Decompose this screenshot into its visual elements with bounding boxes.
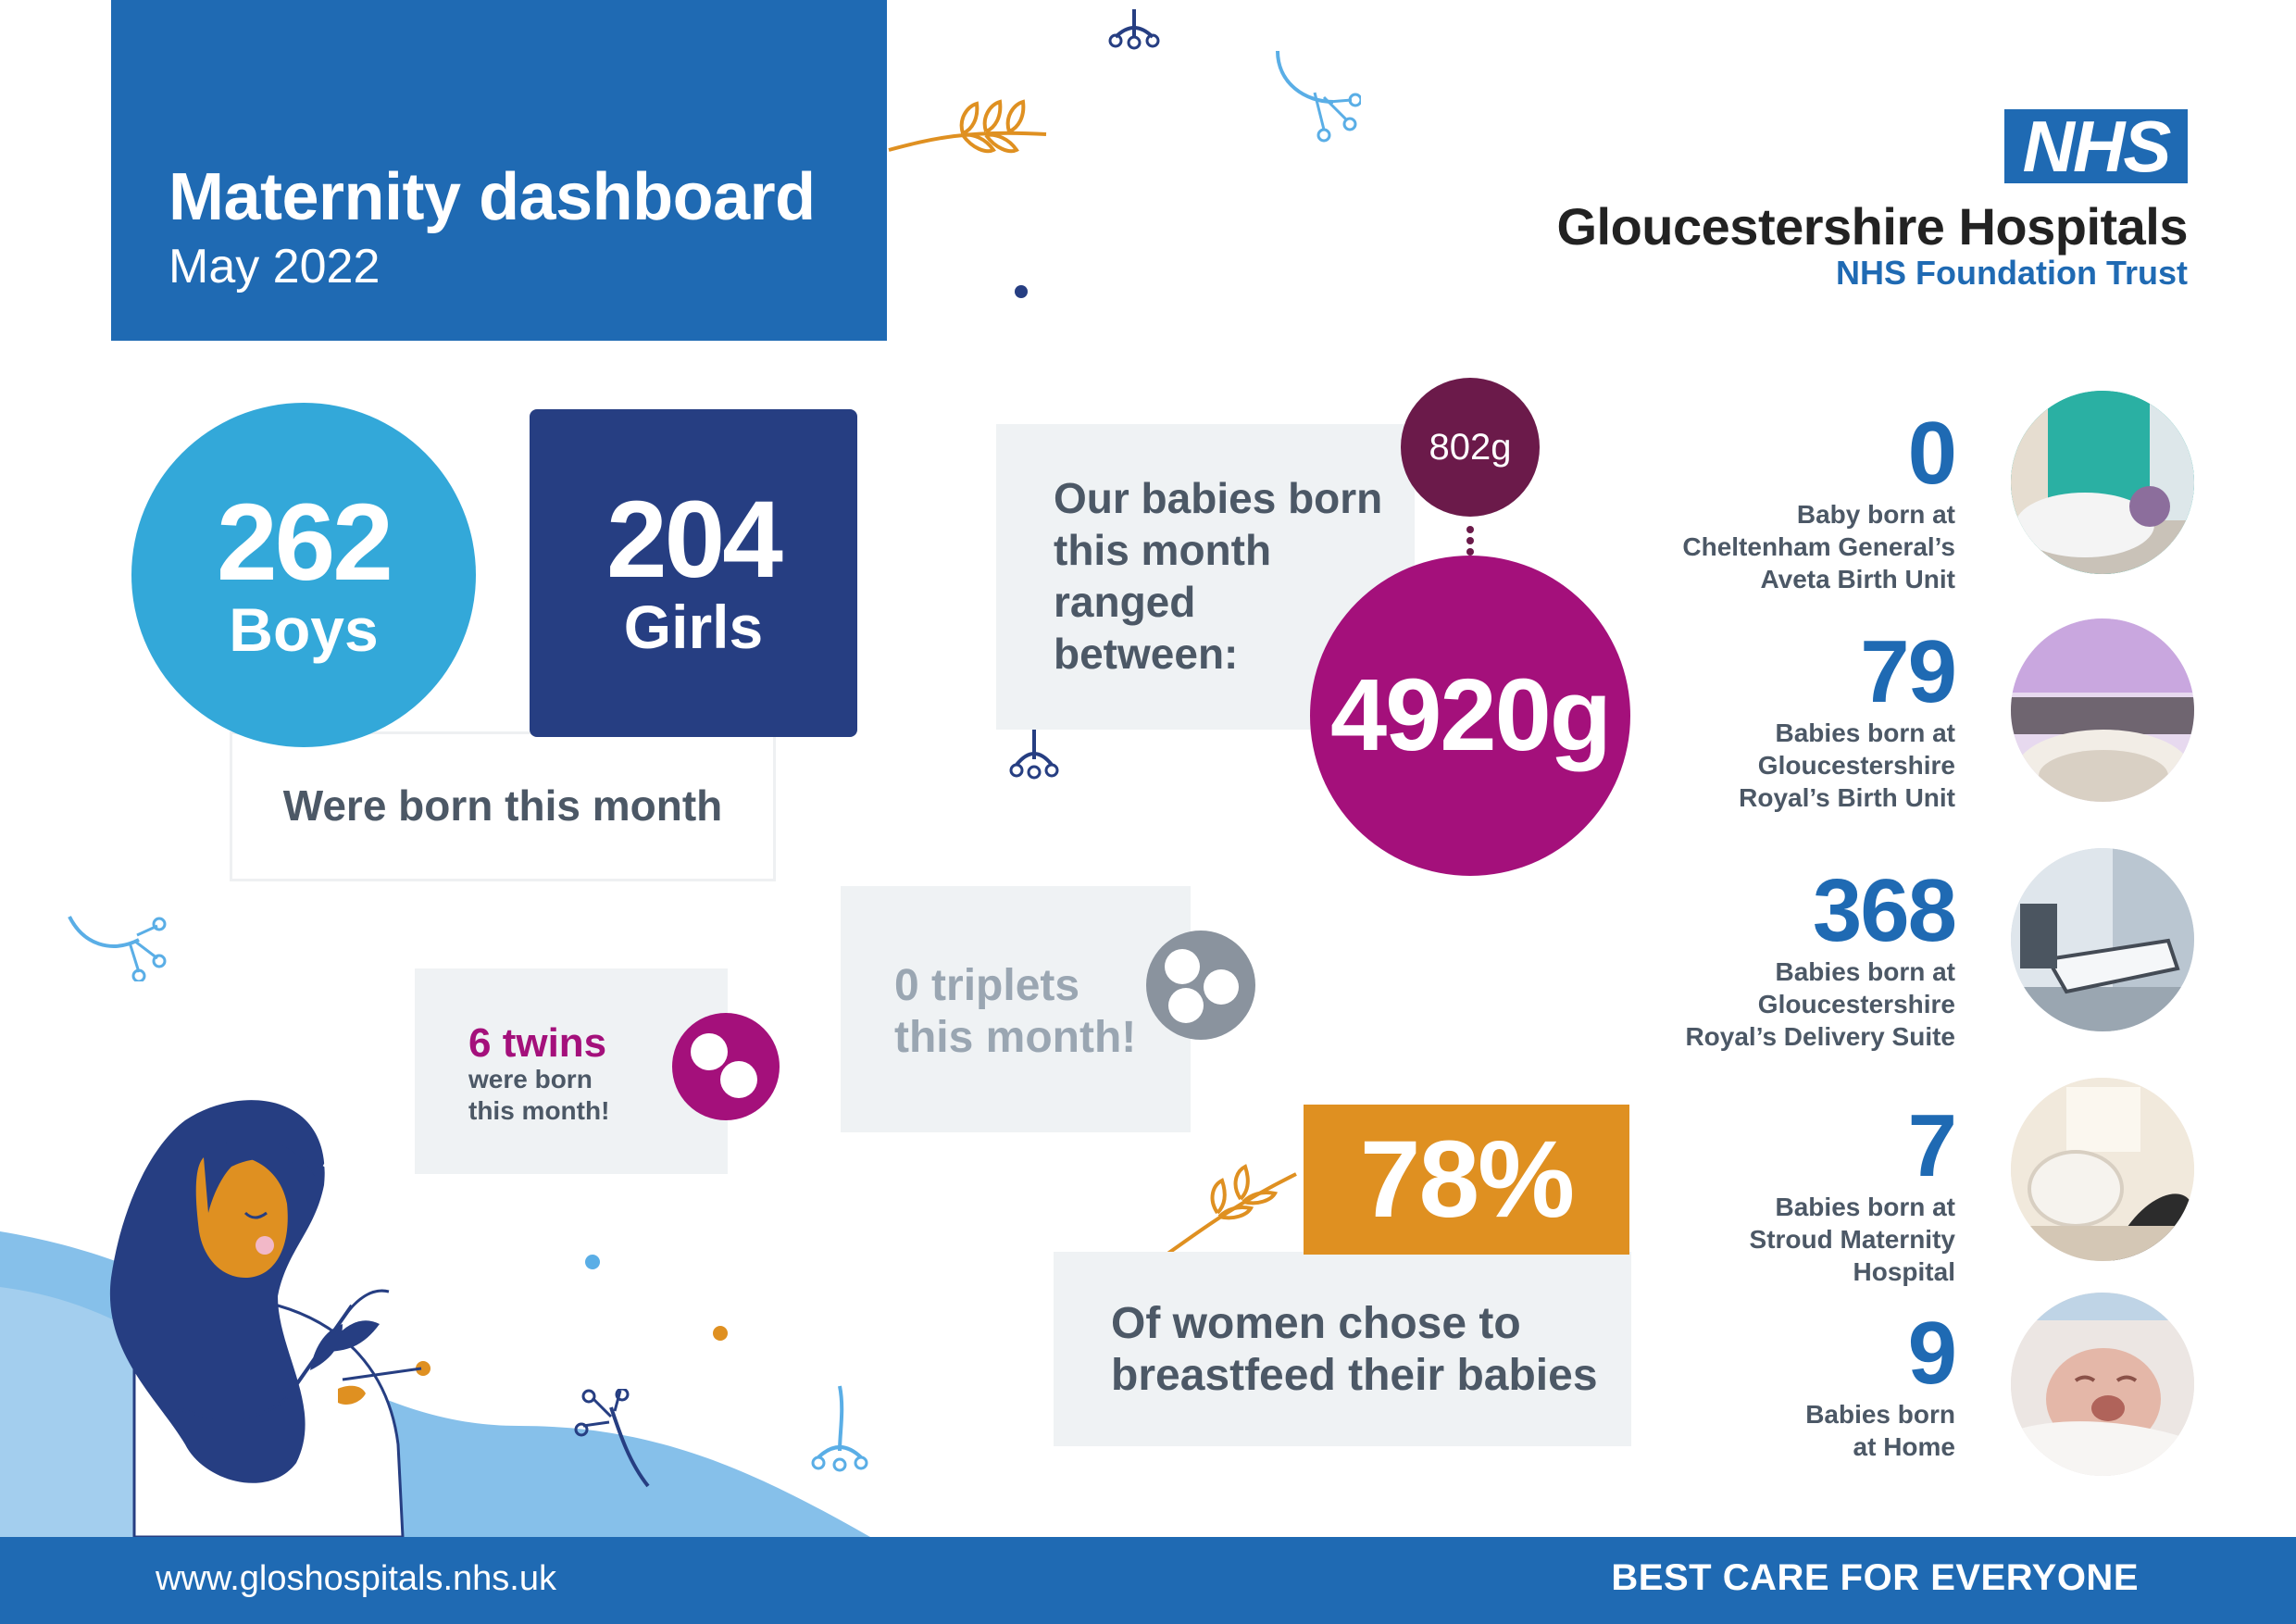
decor-dot xyxy=(585,1255,600,1269)
girls-count: 204 xyxy=(606,479,783,601)
photo-gr-delivery-suite xyxy=(2011,848,2194,1031)
min-weight-badge: 802g xyxy=(1401,378,1540,517)
location-count: 79 xyxy=(1860,622,1957,721)
footer-bar: www.gloshospitals.nhs.uk BEST CARE FOR E… xyxy=(0,1537,2296,1624)
weight-range-line: this month xyxy=(1054,526,1272,574)
twins-text: this month! xyxy=(468,1096,610,1125)
breastfeeding-line: breastfeed their babies xyxy=(1111,1351,1598,1400)
dandelion-sprig-icon xyxy=(574,1389,650,1488)
dandelion-sprig-icon xyxy=(1108,9,1160,50)
location-label: Baby born at xyxy=(1796,500,1955,529)
girls-stat: 204 Girls xyxy=(530,409,857,737)
photo-aveta-birth-unit xyxy=(2011,391,2194,574)
born-caption: Were born this month xyxy=(282,781,723,830)
photo-gr-birth-unit xyxy=(2011,618,2194,802)
location-count: 368 xyxy=(1812,861,1957,960)
location-stat-stroud: 7 Babies born at Stroud Maternity Hospit… xyxy=(1749,1096,1957,1288)
woman-with-flowers-illustration xyxy=(109,1100,430,1537)
weight-range-line: Our babies born xyxy=(1054,474,1383,522)
connector-dot xyxy=(1466,526,1474,533)
photo-stroud-maternity xyxy=(2011,1078,2194,1261)
twins-icon xyxy=(672,1013,780,1120)
location-label: at Home xyxy=(1853,1432,1955,1461)
location-label: Aveta Birth Unit xyxy=(1760,565,1955,593)
triplets-text: 0 triplets xyxy=(894,961,1080,1010)
page-subtitle: May 2022 xyxy=(168,240,381,294)
triplets-icon xyxy=(1146,931,1255,1040)
location-count: 7 xyxy=(1907,1096,1957,1195)
location-label: Royal’s Birth Unit xyxy=(1739,783,1955,812)
boys-count: 262 xyxy=(217,481,393,604)
location-stat-gr-delivery-suite: 368 Babies born at Gloucestershire Royal… xyxy=(1685,861,1957,1053)
location-label: Gloucestershire xyxy=(1757,990,1955,1018)
boys-stat: 262 Boys xyxy=(131,403,476,747)
footer-url-link[interactable]: www.gloshospitals.nhs.uk xyxy=(156,1559,556,1598)
girls-label: Girls xyxy=(623,593,764,661)
nhs-logo: NHS xyxy=(2004,109,2188,183)
location-count: 9 xyxy=(1907,1304,1957,1403)
location-stat-home: 9 Babies born at Home xyxy=(1805,1304,1957,1463)
dandelion-sprig-icon xyxy=(1009,722,1059,780)
max-weight-badge: 4920g xyxy=(1310,556,1630,876)
trust-name: Gloucestershire Hospitals xyxy=(1556,197,2188,256)
location-label: Gloucestershire xyxy=(1757,751,1955,780)
dandelion-sprig-icon xyxy=(1276,50,1361,143)
triplets-panel: 0 triplets this month! xyxy=(841,886,1191,1132)
wheat-sprig-icon xyxy=(1165,1164,1297,1256)
dandelion-sprig-icon xyxy=(68,916,167,981)
page-title: Maternity dashboard xyxy=(168,160,816,234)
breastfeeding-panel: Of women chose to breastfeed their babie… xyxy=(1054,1252,1631,1446)
location-label: Babies born at xyxy=(1775,1193,1955,1221)
decor-dot xyxy=(713,1326,728,1341)
triplets-text: this month! xyxy=(894,1013,1137,1062)
location-count: 0 xyxy=(1907,404,1957,503)
breastfeeding-text: Of women chose to breastfeed their babie… xyxy=(1111,1298,1598,1402)
weight-range-text: Our babies born this month ranged betwee… xyxy=(1054,472,1382,680)
location-stat-gr-birth-unit: 79 Babies born at Gloucestershire Royal’… xyxy=(1739,622,1957,814)
connector-dot xyxy=(1466,548,1474,556)
weight-range-line: between: xyxy=(1054,630,1239,678)
location-label: Babies born xyxy=(1805,1400,1955,1429)
breastfeeding-line: Of women chose to xyxy=(1111,1299,1521,1348)
trust-subtitle: NHS Foundation Trust xyxy=(1836,254,2188,292)
photo-home-birth xyxy=(2011,1293,2194,1476)
header-banner: Maternity dashboard May 2022 xyxy=(111,0,887,341)
location-label: Babies born at xyxy=(1775,718,1955,747)
weight-range-line: ranged xyxy=(1054,578,1196,626)
twins-text: were born xyxy=(468,1065,593,1093)
wheat-sprig-icon xyxy=(888,99,1047,154)
connector-dot xyxy=(1466,537,1474,544)
footer-slogan: BEST CARE FOR EVERYONE xyxy=(1611,1557,2139,1598)
decor-dot xyxy=(1015,285,1028,298)
location-stat-aveta: 0 Baby born at Cheltenham General’s Avet… xyxy=(1682,404,1957,595)
location-label: Royal’s Delivery Suite xyxy=(1685,1022,1955,1051)
twins-count: 6 twins xyxy=(468,1020,607,1066)
location-label: Stroud Maternity xyxy=(1749,1225,1955,1254)
location-label: Cheltenham General’s xyxy=(1682,532,1955,561)
location-label: Babies born at xyxy=(1775,957,1955,986)
location-label: Hospital xyxy=(1853,1257,1955,1286)
dandelion-sprig-icon xyxy=(811,1385,868,1472)
boys-label: Boys xyxy=(229,595,379,664)
breastfeeding-percent: 78% xyxy=(1304,1105,1629,1255)
born-caption-box: Were born this month xyxy=(230,731,776,881)
